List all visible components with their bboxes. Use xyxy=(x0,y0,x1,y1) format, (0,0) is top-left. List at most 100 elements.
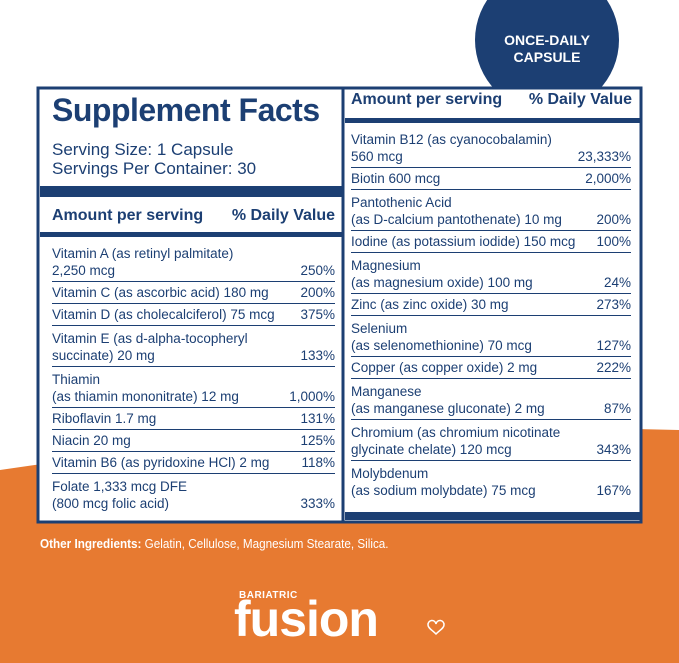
daily-value: 125% xyxy=(300,433,335,448)
nutrient-row: Zinc (as zinc oxide) 30 mg 273% xyxy=(351,293,631,315)
brand-name: fusion xyxy=(234,591,379,647)
daily-value: 200% xyxy=(596,212,631,227)
nutrient-line: 560 mcg xyxy=(351,149,403,164)
serving-size: Serving Size: 1 Capsule xyxy=(52,140,234,159)
daily-value: 167% xyxy=(596,483,631,498)
nutrient-line: Pantothenic Acid xyxy=(351,195,452,210)
daily-value: 23,333% xyxy=(577,149,631,164)
nutrient-line: (800 mcg folic acid) xyxy=(52,496,170,511)
amount-header: Amount per serving xyxy=(351,91,503,108)
daily-value: 200% xyxy=(300,285,335,300)
nutrient-line: Vitamin D (as cholecalciferol) 75 mcg xyxy=(52,307,275,322)
serving-info: Serving Size: 1 Capsule Servings Per Con… xyxy=(52,140,256,178)
nutrient-row: Vitamin C (as ascorbic acid) 180 mg 200% xyxy=(52,281,335,303)
nutrient-name: Vitamin E (as d-alpha-tocopheryl succinat… xyxy=(52,330,248,364)
nutrient-name: Vitamin C (as ascorbic acid) 180 mg xyxy=(52,284,269,301)
daily-value: 131% xyxy=(300,411,335,426)
other-ingredients-text: Gelatin, Cellulose, Magnesium Stearate, … xyxy=(144,536,389,551)
divider xyxy=(345,512,640,520)
nutrient-name: Zinc (as zinc oxide) 30 mg xyxy=(351,296,509,313)
daily-value: 24% xyxy=(603,275,631,290)
nutrient-line: Vitamin B12 (as cyanocobalamin) xyxy=(351,132,552,147)
nutrient-line: (as manganese gluconate) 2 mg xyxy=(351,401,545,416)
daily-value: 2,000% xyxy=(585,171,631,186)
nutrient-name: Manganese (as manganese gluconate) 2 mg xyxy=(351,383,545,417)
nutrient-line: Molybdenum xyxy=(351,466,429,481)
nutrient-line: Vitamin C (as ascorbic acid) 180 mg xyxy=(52,285,269,300)
divider xyxy=(345,118,640,123)
nutrient-row: Molybdenum (as sodium molybdate) 75 mcg 16… xyxy=(351,460,631,501)
nutrient-line: Magnesium xyxy=(351,258,421,273)
daily-value: 343% xyxy=(596,442,631,457)
amount-header: Amount per serving xyxy=(52,207,204,224)
nutrient-row: Vitamin E (as d-alpha-tocopheryl succinat… xyxy=(52,325,335,366)
nutrient-row: Thiamin (as thiamin mononitrate) 12 mg 1,0… xyxy=(52,366,335,407)
nutrient-line: Vitamin E (as d-alpha-tocopheryl xyxy=(52,331,248,346)
nutrient-row: Selenium (as selenomethionine) 70 mcg 127% xyxy=(351,315,631,356)
nutrient-line: succinate) 20 mg xyxy=(52,348,155,363)
nutrient-row: Copper (as copper oxide) 2 mg 222% xyxy=(351,356,631,378)
nutrient-line: Selenium xyxy=(351,321,408,336)
nutrient-name: Vitamin B6 (as pyridoxine HCl) 2 mg xyxy=(52,454,269,471)
daily-value: 273% xyxy=(596,297,631,312)
other-ingredients-label: Other Ingredients: xyxy=(40,536,142,551)
nutrient-name: Riboflavin 1.7 mg xyxy=(52,410,156,427)
nutrient-line: Niacin 20 mg xyxy=(52,433,131,448)
nutrient-line: Thiamin xyxy=(52,372,101,387)
brand-small: BARIATRIC xyxy=(239,590,298,601)
nutrient-row: Riboflavin 1.7 mg 131% xyxy=(52,407,335,429)
daily-value: 333% xyxy=(300,496,335,511)
nutrient-line: Vitamin B6 (as pyridoxine HCl) 2 mg xyxy=(52,455,270,470)
badge-line: ONCE-DAILY xyxy=(504,32,590,48)
nutrient-name: Chromium (as chromium nicotinate glycinat… xyxy=(351,424,560,458)
nutrient-row: Iodine (as potassium iodide) 150 mcg 100% xyxy=(351,230,631,252)
daily-value: 250% xyxy=(300,263,335,278)
daily-value: 1,000% xyxy=(289,389,335,404)
nutrient-line: Manganese xyxy=(351,384,422,399)
dv-header: % Daily Value xyxy=(528,91,632,108)
daily-value: 100% xyxy=(596,234,631,249)
nutrient-line: (as sodium molybdate) 75 mcg xyxy=(351,483,536,498)
nutrient-name: Copper (as copper oxide) 2 mg xyxy=(351,359,537,376)
daily-value: 375% xyxy=(300,307,335,322)
nutrient-row: Vitamin A (as retinyl palmitate) 2,250 mc… xyxy=(52,240,335,281)
nutrient-line: (as thiamin mononitrate) 12 mg xyxy=(52,389,239,404)
daily-value: 87% xyxy=(603,401,631,416)
badge-line: CAPSULE xyxy=(513,49,581,65)
nutrient-name: Molybdenum (as sodium molybdate) 75 mcg xyxy=(351,465,536,499)
nutrient-row: Niacin 20 mg 125% xyxy=(52,429,335,451)
daily-value: 118% xyxy=(301,455,335,470)
right-header: Amount per serving % Daily Value xyxy=(351,91,632,109)
nutrient-row: Pantothenic Acid (as D-calcium pantothena… xyxy=(351,189,631,230)
nutrient-line: 2,250 mcg xyxy=(52,263,116,278)
daily-value: 127% xyxy=(596,338,631,353)
nutrient-name: Vitamin D (as cholecalciferol) 75 mcg xyxy=(52,306,275,323)
nutrient-name: Thiamin (as thiamin mononitrate) 12 mg xyxy=(52,371,239,405)
nutrient-line: Folate 1,333 mcg DFE xyxy=(52,479,188,494)
nutrient-row: Manganese (as manganese gluconate) 2 mg 87… xyxy=(351,378,631,419)
nutrient-line: Vitamin A (as retinyl palmitate) xyxy=(52,246,234,261)
nutrient-line: Biotin 600 mcg xyxy=(351,171,441,186)
nutrient-name: Biotin 600 mcg xyxy=(351,170,440,187)
divider xyxy=(40,186,342,197)
nutrient-row: Vitamin D (as cholecalciferol) 75 mcg 375… xyxy=(52,303,335,325)
dv-header: % Daily Value xyxy=(231,207,335,224)
nutrient-line: Chromium (as chromium nicotinate xyxy=(351,425,561,440)
nutrient-name: Selenium (as selenomethionine) 70 mcg xyxy=(351,320,532,354)
left-header: Amount per serving % Daily Value xyxy=(52,207,335,225)
servings-per-container: Servings Per Container: 30 xyxy=(52,159,257,178)
daily-value: 133% xyxy=(300,348,335,363)
nutrient-row: Chromium (as chromium nicotinate glycinat… xyxy=(351,419,631,460)
nutrient-row: Folate 1,333 mcg DFE (800 mcg folic acid)… xyxy=(52,473,335,514)
nutrient-line: Riboflavin 1.7 mg xyxy=(52,411,157,426)
nutrient-name: Pantothenic Acid (as D-calcium pantothena… xyxy=(351,194,562,228)
title: Supplement Facts xyxy=(52,92,320,128)
nutrient-name: Iodine (as potassium iodide) 150 mcg xyxy=(351,233,575,250)
nutrient-name: Niacin 20 mg xyxy=(52,432,131,449)
nutrient-row: Vitamin B6 (as pyridoxine HCl) 2 mg 118% xyxy=(52,451,335,473)
nutrient-line: (as D-calcium pantothenate) 10 mg xyxy=(351,212,562,227)
nutrient-line: (as magnesium oxide) 100 mg xyxy=(351,275,533,290)
daily-value: 222% xyxy=(596,360,631,375)
